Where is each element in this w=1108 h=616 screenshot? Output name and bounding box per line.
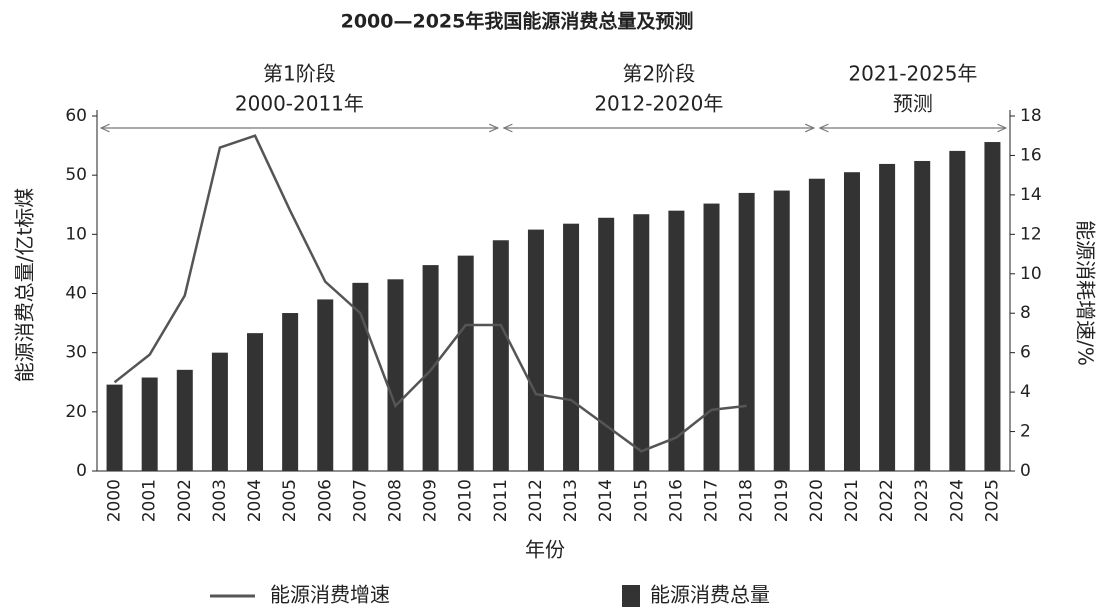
bar	[492, 240, 509, 471]
y-tick-label: 60	[65, 106, 87, 126]
y2-tick-label: 10	[1020, 264, 1042, 284]
chart-title: 2000—2025年我国能源消费总量及预测	[341, 10, 694, 33]
x-tick-label: 2004	[245, 479, 265, 522]
bar	[563, 223, 580, 471]
bar	[633, 214, 650, 471]
bar	[211, 352, 228, 471]
line	[113, 134, 747, 453]
x-tick-label: 2024	[947, 479, 967, 522]
x-tick-label: 2025	[982, 479, 1002, 522]
x-tick-label: 2001	[140, 479, 160, 522]
x-tick-label: 2011	[491, 479, 511, 522]
x-tick-label: 2015	[631, 479, 651, 522]
phase-label: 2012-2020年	[594, 92, 723, 116]
y2-tick-label: 8	[1020, 303, 1031, 323]
bar	[247, 333, 264, 471]
x-tick-label: 2010	[456, 479, 476, 522]
bar	[457, 255, 474, 471]
bar	[422, 265, 439, 471]
x-tick-label: 2020	[807, 479, 827, 522]
y2-axis-title: 能源消耗增速/%	[1074, 220, 1098, 366]
x-tick-label: 2013	[561, 479, 581, 522]
bar	[738, 192, 755, 471]
x-tick-label: 2023	[912, 479, 932, 522]
bar	[668, 210, 685, 471]
y-tick-label: 50	[65, 165, 87, 185]
y2-tick-label: 12	[1020, 224, 1042, 244]
x-tick-label: 2000	[105, 479, 125, 522]
bar	[282, 313, 299, 471]
x-tick-label: 2002	[175, 479, 195, 522]
x-tick-label: 2012	[526, 479, 546, 522]
bar	[527, 229, 544, 471]
y2-tick-label: 6	[1020, 343, 1031, 363]
y-tick-label: 20	[65, 402, 87, 422]
bar	[176, 369, 193, 471]
y2-tick-label: 0	[1020, 461, 1031, 481]
phase-label: 第1阶段	[263, 62, 336, 86]
bar	[352, 282, 369, 471]
x-tick-label: 2018	[737, 479, 757, 522]
bar	[387, 279, 404, 471]
bar	[949, 150, 966, 472]
x-tick-label: 2017	[702, 479, 722, 522]
y-tick-label: 40	[65, 284, 87, 304]
x-tick-label: 2009	[421, 479, 441, 522]
y2-tick-label: 2	[1020, 422, 1031, 442]
phase-label: 预测	[893, 92, 933, 116]
y2-tick-label: 16	[1020, 145, 1042, 165]
x-axis-title: 年份	[525, 538, 565, 562]
phase-label: 第2阶段	[622, 62, 695, 86]
phase-label: 2000-2011年	[235, 92, 364, 116]
y-axis-title: 能源消费总量/亿t标煤	[13, 188, 37, 383]
legend-swatch	[622, 585, 640, 607]
x-tick-label: 2008	[385, 479, 405, 522]
x-tick-label: 2007	[350, 479, 370, 522]
x-tick-label: 2021	[842, 479, 862, 522]
y2-tick-label: 18	[1020, 106, 1042, 126]
y2-tick-label: 4	[1020, 382, 1031, 402]
bar	[808, 178, 825, 471]
bar	[984, 142, 1001, 472]
bar	[317, 299, 334, 471]
bar	[106, 384, 123, 471]
x-tick-label: 2005	[280, 479, 300, 522]
bar	[773, 190, 790, 472]
phase-label: 2021-2025年	[848, 62, 977, 86]
y-tick-label: 10	[65, 224, 87, 244]
bar	[843, 172, 860, 472]
x-tick-label: 2014	[596, 479, 616, 522]
y-tick-label: 30	[65, 343, 87, 363]
bar	[141, 377, 158, 471]
bar	[914, 160, 931, 471]
y-tick-label: 0	[76, 461, 87, 481]
y2-tick-label: 14	[1020, 185, 1042, 205]
legend-label: 能源消费总量	[650, 583, 770, 607]
bar	[703, 203, 720, 472]
bar	[879, 163, 896, 472]
x-tick-label: 2003	[210, 479, 230, 522]
legend-label: 能源消费增速	[270, 583, 390, 607]
x-tick-label: 2016	[666, 479, 686, 522]
x-tick-label: 2006	[315, 479, 335, 522]
x-tick-label: 2022	[877, 479, 897, 522]
x-tick-label: 2019	[772, 479, 792, 522]
bar	[598, 217, 615, 471]
